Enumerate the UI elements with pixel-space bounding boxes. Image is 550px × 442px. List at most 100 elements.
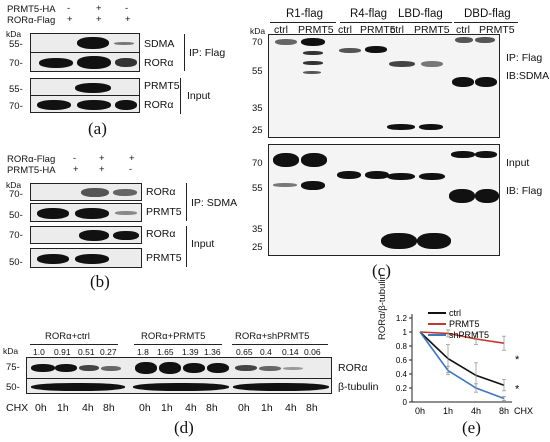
sign: - xyxy=(67,3,71,14)
legend-label: shPRMT5 xyxy=(449,330,489,340)
kda-label: kDa xyxy=(250,26,266,36)
panel-label-e: (e) xyxy=(462,418,481,437)
blot-rora-input xyxy=(30,226,142,244)
mw-marker: 50- xyxy=(9,210,23,221)
lane-ctrl: ctrl xyxy=(456,24,470,36)
time-label: 0h xyxy=(139,402,151,414)
prmt5-ha-label: PRMT5-HA xyxy=(7,165,56,176)
lane-prmt5: PRMT5 xyxy=(479,24,515,36)
prmt5-ha-label: PRMT5-HA xyxy=(7,4,56,15)
blot-prmt5-input xyxy=(30,248,142,268)
blot-label: PRMT5 xyxy=(146,252,182,264)
input-label: Input xyxy=(187,90,211,102)
density-value: 0.91 xyxy=(54,347,71,357)
density-value: 1.65 xyxy=(157,347,174,357)
mw-marker: 55- xyxy=(9,84,23,95)
density-value: 0.4 xyxy=(260,347,272,357)
mw-marker: 35 xyxy=(252,103,263,114)
sign: + xyxy=(73,164,79,175)
x-tick-label: 8h xyxy=(499,406,509,416)
x-tick-label: 0h xyxy=(415,406,425,416)
x-axis-label: CHX xyxy=(514,406,533,416)
time-label: 8h xyxy=(306,402,318,414)
blot-label: RORα xyxy=(146,186,176,198)
time-label: 0h xyxy=(35,402,47,414)
lane-ctrl: ctrl xyxy=(274,24,288,36)
ib-flag-label: IB: Flag xyxy=(506,185,543,197)
blot-input-flag xyxy=(268,144,500,256)
panel-label-c: (c) xyxy=(372,261,391,280)
series-line-shPRMT5 xyxy=(419,331,505,400)
panel-label-d: (d) xyxy=(174,418,194,437)
time-label: 1h xyxy=(261,402,273,414)
time-label: 1h xyxy=(57,402,69,414)
x-tick-label: 4h xyxy=(471,406,481,416)
mw-marker: 50- xyxy=(9,257,23,268)
kda-label: kDa xyxy=(3,346,19,356)
input-label: Input xyxy=(506,157,530,169)
sign: + xyxy=(96,3,102,14)
blot-beta-tubulin xyxy=(26,378,332,394)
mw-marker: 50- xyxy=(6,382,20,393)
sign: + xyxy=(125,14,131,25)
density-value: 1.8 xyxy=(137,347,149,357)
mw-marker: 70 xyxy=(252,158,263,169)
blot-prmt5-ip xyxy=(30,203,142,222)
blot-label: RORα xyxy=(146,228,176,240)
blot-label: RORα xyxy=(144,57,174,69)
sign: + xyxy=(129,153,135,164)
ip-flag-label: IP: Flag xyxy=(189,47,226,59)
mw-marker: 75- xyxy=(6,362,20,373)
sign: + xyxy=(96,14,102,25)
y-tick-label: 0.2 xyxy=(396,384,408,393)
density-value: 1.39 xyxy=(182,347,199,357)
mw-marker: 25 xyxy=(252,242,263,253)
blot-rora-input xyxy=(30,95,140,113)
y-tick-label: 0.4 xyxy=(396,370,408,379)
ib-sdma-label: IB:SDMA xyxy=(506,70,550,82)
blot-label: SDMA xyxy=(144,38,175,50)
ip-flag-label: IP: Flag xyxy=(506,52,543,64)
mw-marker: 55- xyxy=(9,39,23,50)
significance-star: * xyxy=(515,354,520,366)
construct-label: R1-flag xyxy=(286,8,324,20)
sign: - xyxy=(73,153,77,164)
time-label: 4h xyxy=(82,402,94,414)
blot-ip-flag-sdma xyxy=(268,34,500,138)
chx-label: CHX xyxy=(6,402,29,414)
time-label: 0h xyxy=(238,402,250,414)
group-label: RORα+ctrl xyxy=(45,331,90,342)
construct-label: DBD-flag xyxy=(464,8,511,20)
group-label: RORα+PRMT5 xyxy=(141,331,206,342)
time-label: 4h xyxy=(285,402,297,414)
blot-label: PRMT5 xyxy=(146,206,182,218)
construct-label: LBD-flag xyxy=(398,8,443,20)
density-value: 1.36 xyxy=(204,347,221,357)
time-label: 4h xyxy=(185,402,197,414)
mw-marker: 70- xyxy=(9,189,23,200)
mw-marker: 70- xyxy=(9,101,23,112)
sign: + xyxy=(99,164,105,175)
mw-marker: 55 xyxy=(252,183,263,194)
mw-marker: 35 xyxy=(252,224,263,235)
blot-label: RORα xyxy=(144,99,174,111)
mw-marker: 25 xyxy=(252,125,263,136)
time-label: 1h xyxy=(161,402,173,414)
density-value: 0.51 xyxy=(78,347,95,357)
y-tick-label: 1 xyxy=(403,328,408,337)
density-value: 0.65 xyxy=(236,347,253,357)
sign: - xyxy=(125,3,129,14)
rora-flag-label: RORα-Flag xyxy=(7,15,56,26)
lane-ctrl: ctrl xyxy=(338,24,352,36)
x-tick-label: 1h xyxy=(443,406,453,416)
blot-rora-ip xyxy=(30,52,140,72)
panel-label-a: (a) xyxy=(88,119,107,138)
sign: + xyxy=(67,14,73,25)
lane-prmt5: PRMT5 xyxy=(360,24,396,36)
density-value: 1.0 xyxy=(33,347,45,357)
y-tick-label: 0 xyxy=(403,398,408,407)
rora-flag-label: RORα-Flag xyxy=(7,154,56,165)
panel-label-b: (b) xyxy=(90,272,110,291)
y-tick-label: 0.8 xyxy=(396,342,408,351)
lane-prmt5: PRMT5 xyxy=(414,24,450,36)
